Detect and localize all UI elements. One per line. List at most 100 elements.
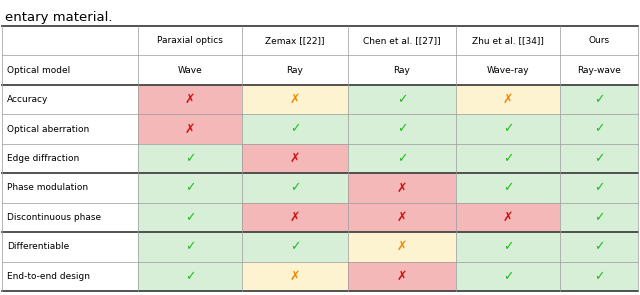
Text: entary material.: entary material. [5, 11, 113, 24]
Text: ✓: ✓ [185, 152, 195, 165]
Text: ✗: ✗ [503, 93, 513, 106]
Text: ✗: ✗ [503, 211, 513, 224]
Bar [2, 114, 138, 144]
Bar [138, 262, 242, 291]
Text: ✓: ✓ [185, 181, 195, 194]
Text: ✓: ✓ [594, 270, 604, 283]
Bar [456, 26, 560, 55]
Text: ✗: ✗ [290, 93, 300, 106]
Bar [456, 262, 560, 291]
Bar [348, 262, 456, 291]
Text: ✓: ✓ [397, 122, 407, 136]
Bar [560, 203, 638, 232]
Bar [138, 173, 242, 203]
Text: ✓: ✓ [503, 240, 513, 253]
Bar [456, 232, 560, 262]
Bar [138, 85, 242, 114]
Text: ✓: ✓ [185, 211, 195, 224]
Text: Wave: Wave [178, 66, 202, 75]
Bar [2, 232, 138, 262]
Text: ✓: ✓ [594, 240, 604, 253]
Bar [560, 173, 638, 203]
Bar [242, 55, 348, 85]
Bar [242, 144, 348, 173]
Text: ✗: ✗ [397, 240, 407, 253]
Text: ✓: ✓ [290, 240, 300, 253]
Bar [560, 232, 638, 262]
Text: ✓: ✓ [185, 270, 195, 283]
Bar [242, 85, 348, 114]
Text: Ours: Ours [588, 36, 609, 45]
Bar [2, 55, 138, 85]
Text: Zhu et al. [[34]]: Zhu et al. [[34]] [472, 36, 544, 45]
Text: ✓: ✓ [503, 152, 513, 165]
Bar [560, 114, 638, 144]
Text: Zemax [[22]]: Zemax [[22]] [265, 36, 324, 45]
Bar [138, 26, 242, 55]
Bar [138, 232, 242, 262]
Text: ✓: ✓ [290, 181, 300, 194]
Bar [348, 144, 456, 173]
Text: ✓: ✓ [397, 152, 407, 165]
Bar [348, 203, 456, 232]
Text: Differentiable: Differentiable [7, 242, 69, 251]
Text: ✗: ✗ [185, 122, 195, 136]
Bar [456, 114, 560, 144]
Bar [560, 262, 638, 291]
Text: ✓: ✓ [397, 93, 407, 106]
Bar [242, 114, 348, 144]
Text: Accuracy: Accuracy [7, 95, 49, 104]
Text: Phase modulation: Phase modulation [7, 183, 88, 192]
Text: ✓: ✓ [503, 122, 513, 136]
Bar [138, 144, 242, 173]
Text: ✗: ✗ [185, 93, 195, 106]
Text: Ray: Ray [394, 66, 410, 75]
Text: ✗: ✗ [397, 270, 407, 283]
Bar [456, 203, 560, 232]
Text: Chen et al. [[27]]: Chen et al. [[27]] [363, 36, 441, 45]
Text: Optical model: Optical model [7, 66, 70, 75]
Bar [138, 114, 242, 144]
Text: ✓: ✓ [594, 211, 604, 224]
Text: ✓: ✓ [185, 240, 195, 253]
Bar [348, 232, 456, 262]
Bar [456, 55, 560, 85]
Text: Ray-wave: Ray-wave [577, 66, 621, 75]
Bar [242, 203, 348, 232]
Text: Ray: Ray [287, 66, 303, 75]
Bar [242, 173, 348, 203]
Bar [242, 26, 348, 55]
Bar [456, 85, 560, 114]
Text: End-to-end design: End-to-end design [7, 272, 90, 281]
Bar [348, 85, 456, 114]
Bar [138, 55, 242, 85]
Bar [2, 262, 138, 291]
Text: ✓: ✓ [594, 122, 604, 136]
Bar [348, 55, 456, 85]
Bar [2, 203, 138, 232]
Bar [138, 203, 242, 232]
Bar [456, 144, 560, 173]
Text: ✗: ✗ [290, 152, 300, 165]
Bar [560, 85, 638, 114]
Text: ✓: ✓ [594, 152, 604, 165]
Bar [2, 173, 138, 203]
Text: Paraxial optics: Paraxial optics [157, 36, 223, 45]
Text: Wave-ray: Wave-ray [486, 66, 529, 75]
Text: ✗: ✗ [397, 181, 407, 194]
Bar [560, 144, 638, 173]
Text: ✗: ✗ [397, 211, 407, 224]
Bar [2, 26, 138, 55]
Bar [560, 55, 638, 85]
Text: Discontinuous phase: Discontinuous phase [7, 213, 101, 222]
Text: ✓: ✓ [503, 181, 513, 194]
Text: ✓: ✓ [290, 122, 300, 136]
Bar [348, 114, 456, 144]
Bar [242, 262, 348, 291]
Text: Optical aberration: Optical aberration [7, 124, 89, 134]
Text: Edge diffraction: Edge diffraction [7, 154, 79, 163]
Text: ✗: ✗ [290, 211, 300, 224]
Text: ✗: ✗ [290, 270, 300, 283]
Text: ✓: ✓ [594, 181, 604, 194]
Bar [348, 26, 456, 55]
